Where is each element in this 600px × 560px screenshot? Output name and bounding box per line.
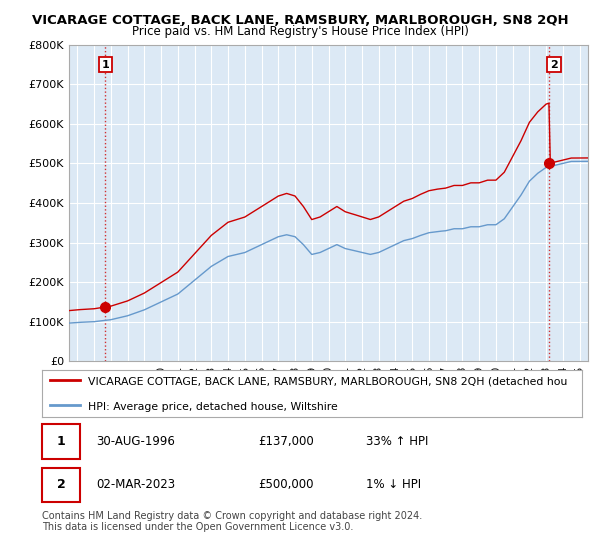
Text: HPI: Average price, detached house, Wiltshire: HPI: Average price, detached house, Wilt…	[88, 402, 338, 412]
Text: 33% ↑ HPI: 33% ↑ HPI	[366, 435, 428, 448]
Text: 02-MAR-2023: 02-MAR-2023	[96, 478, 175, 491]
Text: £500,000: £500,000	[258, 478, 314, 491]
Bar	[42, 468, 80, 502]
Text: 1% ↓ HPI: 1% ↓ HPI	[366, 478, 421, 491]
Text: 2: 2	[550, 59, 558, 69]
Text: 1: 1	[56, 435, 65, 448]
Text: 30-AUG-1996: 30-AUG-1996	[96, 435, 175, 448]
Text: Contains HM Land Registry data © Crown copyright and database right 2024.
This d: Contains HM Land Registry data © Crown c…	[42, 511, 422, 533]
Text: 2: 2	[56, 478, 65, 491]
Text: £137,000: £137,000	[258, 435, 314, 448]
Text: VICARAGE COTTAGE, BACK LANE, RAMSBURY, MARLBOROUGH, SN8 2QH: VICARAGE COTTAGE, BACK LANE, RAMSBURY, M…	[32, 14, 568, 27]
Text: Price paid vs. HM Land Registry's House Price Index (HPI): Price paid vs. HM Land Registry's House …	[131, 25, 469, 38]
Bar	[42, 424, 80, 459]
Text: VICARAGE COTTAGE, BACK LANE, RAMSBURY, MARLBOROUGH, SN8 2QH (detached hou: VICARAGE COTTAGE, BACK LANE, RAMSBURY, M…	[88, 376, 567, 386]
Text: 1: 1	[101, 59, 109, 69]
